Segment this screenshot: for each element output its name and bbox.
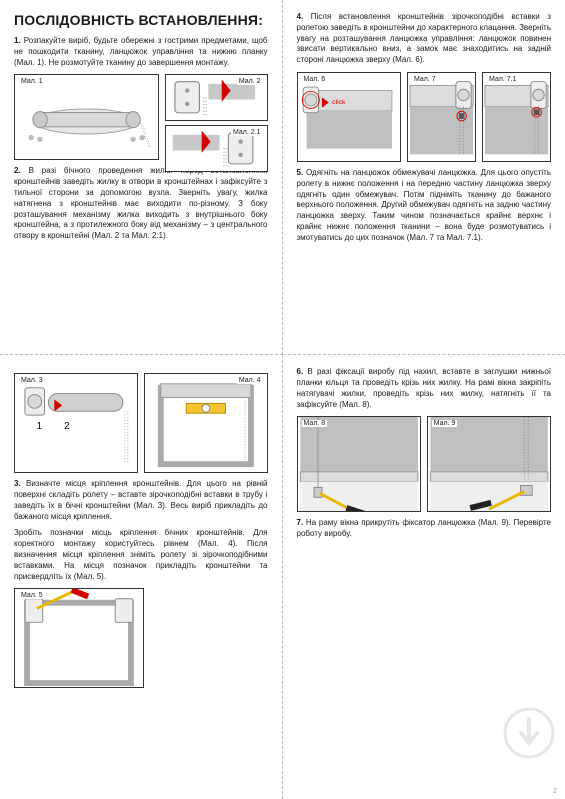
figure-2-label: Мал. 2: [237, 78, 263, 85]
figure-3-label: Мал. 3: [19, 377, 45, 384]
figure-7: Мал. 7: [407, 72, 476, 162]
step-3-text: 3. Визначте місця кріплення кронштейнів.…: [14, 479, 268, 522]
step-7-text: 7. На раму вікна прикрутіть фіксатор лан…: [297, 518, 552, 540]
figure-1: Мал. 1: [14, 74, 159, 160]
figure-5-label: Мал. 5: [19, 592, 45, 599]
figure-5: Мал. 5: [14, 588, 144, 688]
svg-text:2: 2: [64, 421, 69, 432]
watermark-icon: [503, 707, 555, 759]
step-5-text: 5. Одягніть на ланцюжок обмежувачі ланцю…: [297, 168, 552, 244]
figure-2-1: Мал. 2.1: [165, 125, 267, 172]
figure-4-label: Мал. 4: [237, 377, 263, 384]
svg-text:1: 1: [37, 421, 42, 432]
quadrant-2: 4. Після встановлення кронштейнів зірочк…: [283, 0, 565, 355]
quadrant-3: Мал. 3 1 2 Мал. 4: [0, 355, 283, 799]
step-4-text: 4. Після встановлення кронштейнів зірочк…: [297, 12, 552, 66]
figure-7-label: Мал. 7: [412, 76, 438, 83]
figure-9-label: Мал. 9: [432, 420, 458, 427]
figure-6-label: Мал. 6: [302, 76, 328, 83]
figure-2-1-label: Мал. 2.1: [231, 129, 263, 136]
quadrant-4: 6. В разі фіксації виробу під нахил, вст…: [283, 355, 565, 799]
figure-3: Мал. 3 1 2: [14, 373, 138, 473]
step-1-text: 1. Розпакуйте виріб, будьте обережні з г…: [14, 36, 268, 68]
figure-2: Мал. 2: [165, 74, 267, 121]
step-6-text: 6. В разі фіксації виробу під нахил, вст…: [297, 367, 552, 410]
click-label: click: [332, 99, 346, 106]
figure-7-1-label: Мал. 7.1: [487, 76, 519, 83]
step-3b-text: Зробіть позначки місць кріплення бічних …: [14, 528, 268, 582]
figure-8: Мал. 8: [297, 416, 421, 512]
quadrant-1: ПОСЛІДОВНІСТЬ ВСТАНОВЛЕННЯ: 1. Розпакуйт…: [0, 0, 283, 355]
figure-8-label: Мал. 8: [302, 420, 328, 427]
page-title: ПОСЛІДОВНІСТЬ ВСТАНОВЛЕННЯ:: [14, 12, 268, 28]
figure-7-1: Мал. 7.1: [482, 72, 551, 162]
figure-4: Мал. 4: [144, 373, 268, 473]
figure-9: Мал. 9: [427, 416, 551, 512]
figure-1-label: Мал. 1: [19, 78, 45, 85]
step-2-text: 2. В разі бічного проведення жилки перед…: [14, 166, 268, 242]
page-number: 2: [553, 788, 557, 795]
figure-6: Мал. 6 click: [297, 72, 401, 162]
